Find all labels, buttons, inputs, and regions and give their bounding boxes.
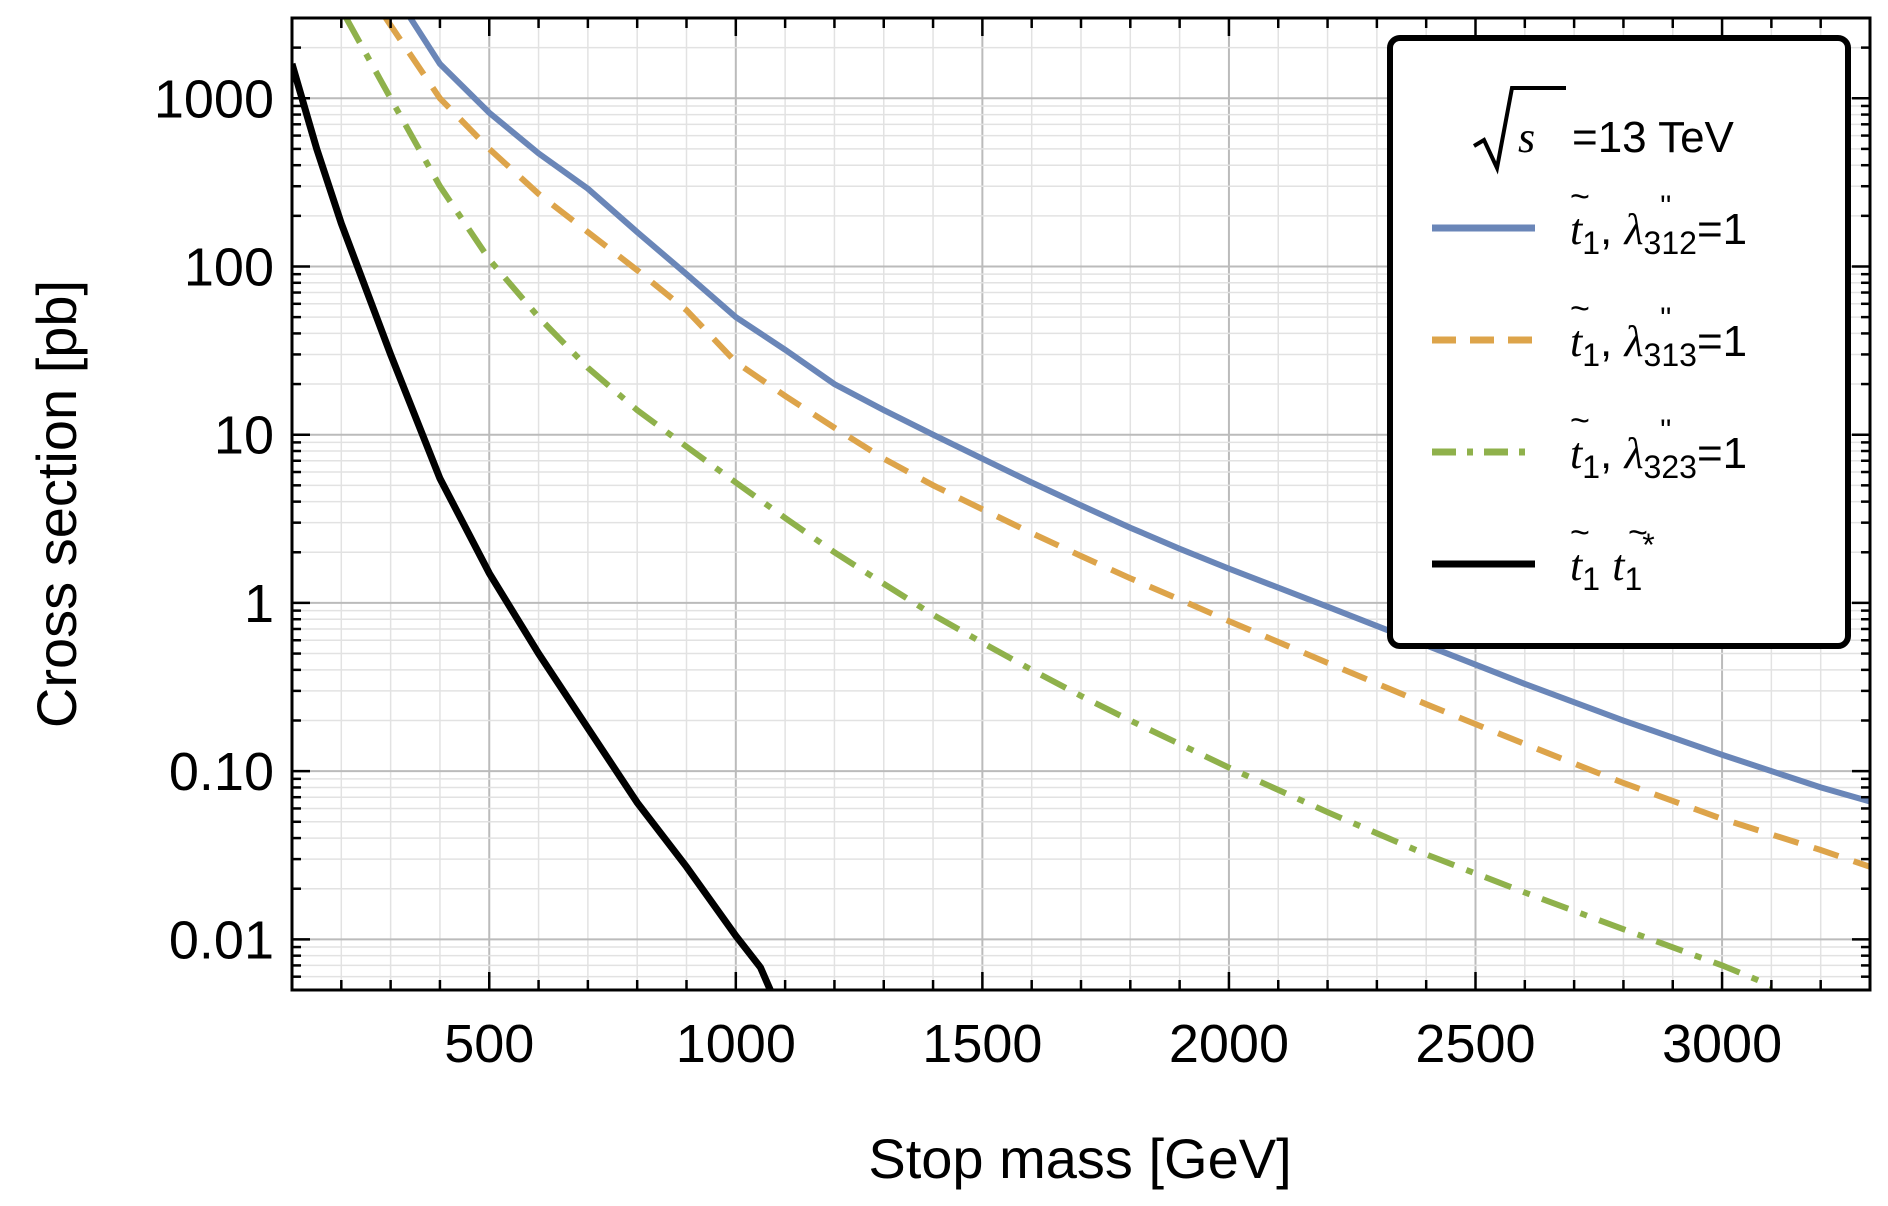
y-tick-label: 1 [244, 574, 274, 634]
legend-header: s =13 TeV [1472, 86, 1735, 175]
y-tick-label: 1000 [154, 69, 274, 129]
x-tick-label: 2000 [1169, 1014, 1289, 1074]
legend-box [1387, 35, 1851, 649]
tilde-mark: ~ [1570, 290, 1590, 328]
series-lines [292, 18, 1870, 990]
legend-entries: t1, λ312=1''~t1, λ313=1''~t1, λ323=1''~t… [1432, 178, 1747, 597]
x-tick-label: 1000 [676, 1014, 796, 1074]
x-tick-label: 500 [444, 1014, 534, 1074]
coupling-prime-mark: '' [1660, 414, 1671, 447]
legend-energy-label: =13 TeV [1572, 113, 1735, 162]
y-tick-label: 100 [184, 237, 274, 297]
x-tick-label: 3000 [1662, 1014, 1782, 1074]
x-axis-title: Stop mass [GeV] [868, 1127, 1291, 1190]
legend-label: t1, λ323=1 [1570, 429, 1747, 485]
y-tick-label: 0.01 [169, 910, 274, 970]
coupling-prime-mark: '' [1660, 190, 1671, 223]
tilde-mark: ~ [1628, 514, 1648, 552]
y-tick-label: 0.10 [169, 742, 274, 802]
legend-label: t1 t1* [1570, 527, 1655, 597]
legend-label: t1, λ313=1 [1570, 317, 1747, 373]
legend-entry-2: t1, λ313=1'' ~ [1432, 290, 1747, 373]
x-tick-label: 1500 [922, 1014, 1042, 1074]
tilde-mark: ~ [1570, 514, 1590, 552]
tilde-mark: ~ [1570, 402, 1590, 440]
y-axis-title: Cross section [pb] [25, 280, 88, 728]
coupling-prime-mark: '' [1660, 302, 1671, 335]
series-line-2 [383, 18, 1870, 870]
series-line-1 [407, 18, 1870, 805]
sqrt-sign-icon [1472, 86, 1566, 175]
legend-entry-1: t1, λ312=1'' ~ [1432, 178, 1747, 261]
axis-ticks [292, 16, 1870, 992]
legend-entry-3: t1, λ323=1'' ~ [1432, 402, 1747, 485]
legend-entry-4: t1 t1*~ ~ [1432, 514, 1655, 597]
tick-labels: 500 1000 1500 2000 2500 3000 0.01 0.10 1 10 100 100… [154, 69, 1782, 1074]
legend-label: t1, λ312=1 [1570, 205, 1747, 261]
tilde-mark: ~ [1570, 178, 1590, 216]
series-line-4 [292, 62, 774, 990]
legend: s =13 TeV t1, λ312=1''~t1, λ313=1''~t1, … [1387, 35, 1851, 649]
legend-sqrt-s: s [1518, 113, 1535, 162]
y-tick-label: 10 [214, 406, 274, 466]
x-tick-label: 2500 [1415, 1014, 1535, 1074]
